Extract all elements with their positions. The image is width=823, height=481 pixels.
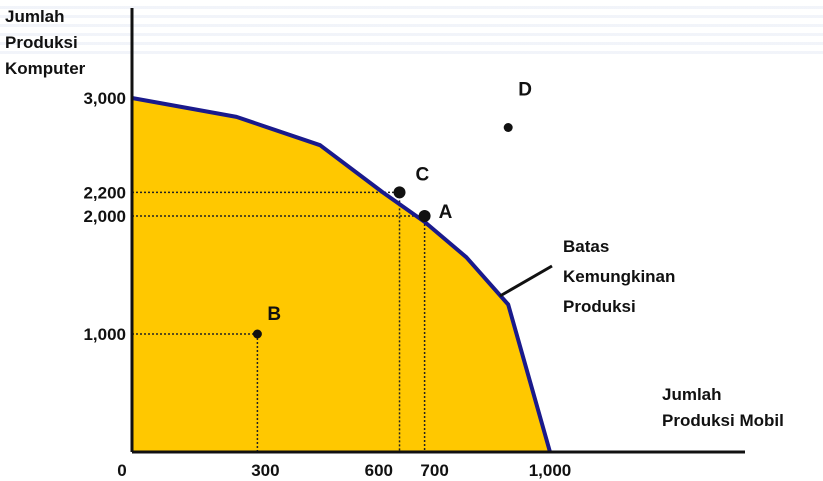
ppf-label-pointer [499, 264, 553, 298]
x-tick-label: 700 [420, 461, 448, 480]
point-label-c: C [416, 164, 430, 185]
x-tick-label: 0 [117, 461, 126, 480]
background-stripes [0, 0, 823, 60]
y-axis-label: Jumlah Produksi Komputer [5, 4, 85, 82]
x-axis-label: Jumlah Produksi Mobil [662, 382, 784, 434]
y-axis-label-line: Komputer [5, 59, 86, 78]
point-label-d: D [518, 80, 532, 101]
y-axis-label-line: Produksi [5, 33, 78, 52]
point-b [252, 329, 262, 339]
ppf-curve-label-line: Batas [563, 237, 610, 256]
ppf-curve-label-line: Produksi [563, 297, 636, 316]
point-label-a: A [439, 202, 453, 223]
ppf-feasible-area [132, 98, 550, 452]
point-label-b: B [267, 304, 281, 325]
x-axis-label-line: Produksi Mobil [662, 411, 784, 430]
y-axis-label-line: Jumlah [5, 7, 65, 26]
ppf-curve-label: Batas Kemungkinan Produksi [563, 232, 675, 322]
x-tick-label: 300 [251, 461, 279, 480]
y-tick-label: 1,000 [83, 325, 126, 344]
x-tick-label: 1,000 [529, 461, 572, 480]
point-a [418, 210, 431, 222]
x-tick-label: 600 [365, 461, 393, 480]
x-axis-label-line: Jumlah [662, 385, 722, 404]
y-tick-label: 2,200 [83, 183, 126, 202]
point-c [393, 186, 406, 199]
ppf-curve-label-line: Kemungkinan [563, 267, 676, 286]
y-tick-label: 3,000 [83, 89, 126, 108]
point-d [503, 123, 513, 132]
y-tick-label: 2,000 [83, 207, 126, 226]
